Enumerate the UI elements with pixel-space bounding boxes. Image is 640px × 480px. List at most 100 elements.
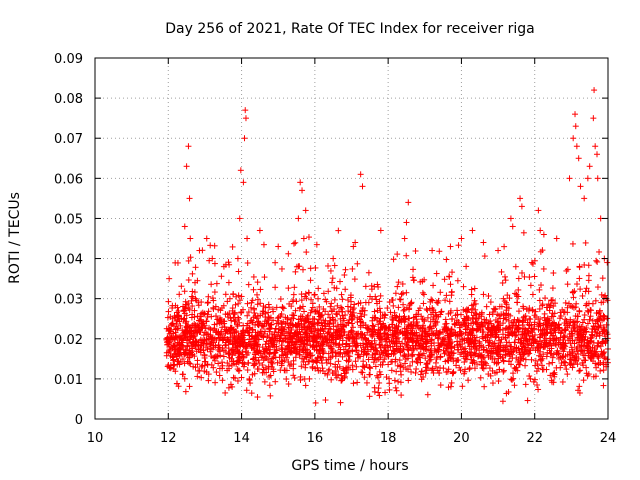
- scatter-point: [522, 381, 529, 388]
- scatter-point: [532, 357, 539, 364]
- scatter-point: [215, 360, 222, 367]
- scatter-point: [320, 290, 327, 297]
- scatter-point: [576, 383, 583, 390]
- scatter-point: [486, 311, 493, 318]
- scatter-point: [225, 384, 232, 391]
- scatter-point: [265, 301, 272, 308]
- scatter-point: [329, 314, 336, 321]
- scatter-point: [515, 275, 522, 282]
- x-tick-label: 12: [160, 431, 177, 446]
- scatter-point: [471, 365, 478, 372]
- scatter-point: [390, 347, 397, 354]
- scatter-point: [471, 285, 478, 292]
- chart-title: Day 256 of 2021, Rate Of TEC Index for r…: [165, 21, 534, 37]
- scatter-point: [571, 288, 578, 295]
- scatter-point: [261, 274, 268, 281]
- scatter-point: [479, 364, 486, 371]
- scatter-point: [249, 297, 256, 304]
- scatter-point: [448, 316, 455, 323]
- scatter-point: [533, 368, 540, 375]
- scatter-point: [502, 277, 509, 284]
- scatter-point: [238, 293, 245, 300]
- scatter-point: [500, 368, 507, 375]
- scatter-point: [248, 390, 255, 397]
- scatter-point: [278, 265, 285, 272]
- y-tick-label: 0: [75, 413, 83, 428]
- scatter-point: [403, 252, 410, 259]
- scatter-point: [576, 275, 583, 282]
- scatter-point: [322, 397, 329, 404]
- scatter-point: [490, 340, 497, 347]
- scatter-point: [543, 353, 550, 360]
- scatter-point: [480, 291, 487, 298]
- scatter-point: [489, 309, 496, 316]
- scatter-point: [520, 351, 527, 358]
- scatter-point: [189, 270, 196, 277]
- scatter-point: [574, 318, 581, 325]
- scatter-point: [400, 301, 407, 308]
- scatter-point: [558, 312, 565, 319]
- scatter-point: [536, 297, 543, 304]
- scatter-point: [547, 372, 554, 379]
- scatter-point: [259, 361, 266, 368]
- y-tick-label: 0.01: [54, 373, 83, 388]
- scatter-point: [374, 300, 381, 307]
- x-tick-label: 18: [380, 431, 397, 446]
- y-tick-label: 0.05: [54, 212, 83, 227]
- scatter-point: [290, 357, 297, 364]
- y-axis-label: ROTI / TECUs: [7, 192, 23, 284]
- scatter-point: [515, 308, 522, 315]
- scatter-point: [268, 358, 275, 365]
- scatter-point: [409, 274, 416, 281]
- scatter-point: [283, 376, 290, 383]
- scatter-point: [481, 253, 488, 260]
- scatter-point: [344, 348, 351, 355]
- scatter-point: [531, 319, 538, 326]
- scatter-point: [579, 319, 586, 326]
- x-tick-label: 20: [453, 431, 470, 446]
- scatter-point: [284, 314, 291, 321]
- scatter-point: [503, 390, 510, 397]
- scatter-point: [600, 382, 607, 389]
- scatter-point: [417, 359, 424, 366]
- scatter-point: [428, 296, 435, 303]
- scatter-point: [309, 304, 316, 311]
- scatter-point: [374, 281, 381, 288]
- scatter-point: [213, 369, 220, 376]
- scatter-point: [328, 308, 335, 315]
- scatter-point: [229, 383, 236, 390]
- scatter-point: [511, 339, 518, 346]
- scatter-point: [437, 353, 444, 360]
- scatter-point: [299, 303, 306, 310]
- y-tick-label: 0.03: [54, 293, 83, 308]
- scatter-point: [180, 371, 187, 378]
- scatter-point: [358, 369, 365, 376]
- scatter-point: [391, 377, 398, 384]
- scatter-point: [521, 273, 528, 280]
- scatter-point: [395, 279, 402, 286]
- scatter-point: [251, 309, 258, 316]
- y-tick-label: 0.04: [54, 253, 83, 268]
- scatter-point: [328, 300, 335, 307]
- scatter-point: [528, 356, 535, 363]
- scatter-point: [581, 316, 588, 323]
- x-tick-label: 16: [307, 431, 324, 446]
- scatter-point: [261, 378, 268, 385]
- scatter-point: [386, 298, 393, 305]
- scatter-point: [208, 339, 215, 346]
- scatter-point: [506, 295, 513, 302]
- scatter-point: [430, 369, 437, 376]
- scatter-point: [257, 286, 264, 293]
- scatter-point: [433, 327, 440, 334]
- scatter-point: [187, 360, 194, 367]
- scatter-point: [225, 350, 232, 357]
- scatter-point: [311, 291, 318, 298]
- scatter-point: [306, 289, 313, 296]
- y-tick-label: 0.09: [54, 52, 83, 67]
- scatter-point: [536, 305, 543, 312]
- scatter-point: [272, 259, 279, 266]
- scatter-point: [592, 297, 599, 304]
- scatter-point: [546, 360, 553, 367]
- scatter-point: [562, 316, 569, 323]
